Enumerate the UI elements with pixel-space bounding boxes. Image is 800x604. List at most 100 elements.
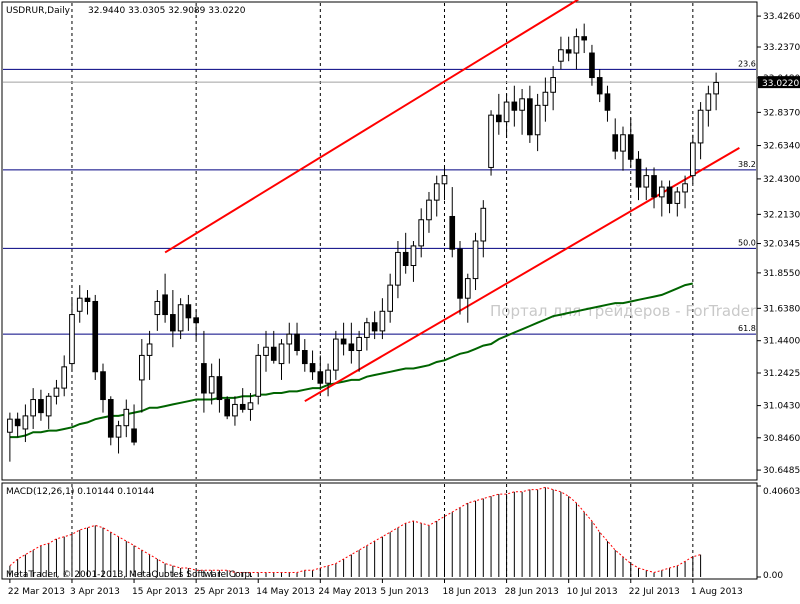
date-axis-label: 24 May 2013 [318,587,377,597]
candle-body [270,346,277,361]
candle-body [193,317,199,324]
candle-body [480,207,487,242]
price-axis-label: 31.8550 [763,269,800,279]
date-axis-label: 15 Apr 2013 [132,587,188,597]
candle-body [317,371,324,384]
candle-body [255,354,262,397]
candle-body [247,402,254,410]
candle-body [162,294,168,316]
macd-bars [9,486,702,577]
candle-body [38,399,44,414]
macd-axis-label: 0.00 [763,571,783,581]
date-axis: 22 Mar 2013 3 Apr 2013 15 Apr 2013 25 Apr 2… [8,579,743,597]
macd-axis: 0.40603 0.00 [757,485,800,581]
candle-body [433,183,440,201]
copyright-label: MetaTrader, © 2001-2013, MetaQuotes Soft… [6,570,253,580]
price-axis-label: 30.8460 [763,434,800,444]
candle-body [550,77,556,93]
ohlc-label: 32.9440 33.0305 32.9089 33.0220 [88,6,246,16]
date-axis-label: 3 Apr 2013 [70,587,120,597]
candle-body [294,333,300,352]
candle-body [115,425,122,438]
candle-body [449,215,456,250]
macd-pane [1,482,758,580]
candle-body [7,418,13,433]
candle-body [651,175,657,198]
candle-body [426,199,432,221]
candle-body [356,336,362,352]
candle-layer [7,23,719,462]
candle-body [22,415,29,430]
price-axis-label: 32.6340 [763,142,800,152]
candle-body [131,428,137,443]
candle-body [519,98,525,111]
candle-body [45,395,52,417]
price-axis-label: 31.0430 [763,402,800,412]
candle-body [410,245,417,267]
macd-axis-label: 0.40603 [763,487,800,497]
candle-body [464,278,471,299]
candle-body [658,186,665,198]
candle-body [14,418,21,427]
candle-body [604,93,611,111]
fib-level-label: 23.6 [738,59,756,68]
date-axis-label: 25 Apr 2013 [194,587,250,597]
candle-body [457,248,463,299]
price-axis-label: 32.0345 [763,240,800,250]
candle-body [53,387,60,397]
symbol-label: USDRUR,Daily [6,6,71,16]
date-axis-label: 5 Jun 2013 [380,587,428,597]
candle-body [697,109,704,144]
candle-body [239,403,246,410]
candle-body [138,354,145,381]
current-price-box [758,76,800,89]
candle-body [612,134,619,152]
candle-body [309,363,316,373]
date-axis-label: 22 Jul 2013 [629,587,680,597]
candle-body [224,399,231,417]
candle-body [441,175,448,185]
candle-body [100,371,106,401]
candle-body [674,191,681,204]
candle-body [286,333,293,345]
candle-body [69,314,75,365]
candle-body [325,369,331,384]
candle-body [705,93,712,111]
price-axis-label: 33.4260 [763,12,800,22]
fib-layer: 23.6 38.2 50.0 61.8 [3,59,756,335]
candle-body [387,284,393,312]
candle-body [503,101,510,123]
candle-body [340,338,347,345]
candle-body [511,101,518,111]
candle-body [107,399,114,438]
candle-body [146,343,153,356]
macd-signal-line [9,486,701,574]
candle-body [364,322,370,338]
price-pane [1,1,758,481]
candle-body [76,297,83,312]
price-pane-frame [1,1,758,481]
candle-body [402,251,409,267]
candle-body [488,114,494,168]
candle-body [558,49,564,62]
date-axis-label: 28 Jun 2013 [505,587,559,597]
date-axis-label: 22 Mar 2013 [8,587,65,597]
candle-body [92,300,99,373]
macd-pane-frame [1,482,758,580]
price-axis-label: 32.2130 [763,210,800,220]
date-axis-label: 18 Jun 2013 [442,587,496,597]
candle-body [534,104,541,136]
candle-body [627,134,634,160]
candle-body [379,310,386,332]
candle-body [589,52,595,79]
candle-body [690,142,696,177]
candle-body [620,134,626,152]
candle-body [61,366,68,389]
macd-label: MACD(12,26,1) 0.10144 0.10144 [6,487,155,497]
watermark-text: Портал для трейдеров - ForTrader [490,302,757,320]
candle-body [278,343,285,365]
candle-body [371,322,378,332]
fib-level-label: 50.0 [738,238,756,247]
candle-body [395,251,401,286]
